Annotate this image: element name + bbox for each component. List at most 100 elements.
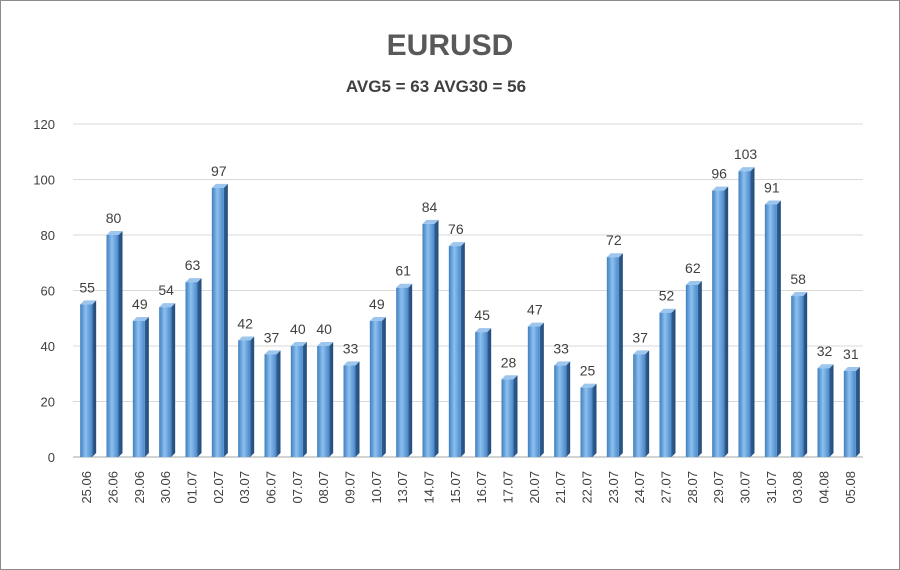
bar: [738, 167, 755, 458]
bar: [475, 328, 492, 457]
data-label: 37: [264, 329, 280, 345]
x-tick-label: 05.08: [843, 471, 858, 504]
data-label: 40: [316, 321, 332, 337]
bar: [422, 219, 439, 457]
data-label: 63: [185, 257, 201, 273]
data-label: 42: [237, 315, 253, 331]
data-label: 76: [448, 221, 464, 237]
x-tick-label: 28.07: [685, 471, 700, 504]
data-label: 28: [501, 354, 517, 370]
x-tick-label: 31.07: [764, 471, 779, 504]
bar: [238, 336, 255, 457]
bars: [80, 167, 860, 458]
bar: [554, 361, 571, 457]
bar: [132, 317, 149, 457]
x-tick-label: 23.07: [606, 471, 621, 504]
x-tick-label: 30.07: [738, 471, 753, 504]
bar: [80, 300, 97, 457]
y-tick-label: 100: [33, 173, 55, 188]
bar: [712, 186, 729, 457]
x-tick-label: 15.07: [448, 471, 463, 504]
bar: [369, 317, 386, 457]
y-tick-label: 120: [33, 117, 55, 132]
bar: [501, 375, 518, 457]
x-tick-label: 13.07: [395, 471, 410, 504]
x-tick-label: 30.06: [158, 471, 173, 504]
x-tick-label: 07.07: [290, 471, 305, 504]
bar: [764, 200, 781, 457]
bar: [685, 280, 702, 457]
x-tick-label: 16.07: [474, 471, 489, 504]
bar: [659, 308, 676, 457]
bar: [791, 292, 808, 457]
y-tick-label: 20: [41, 395, 55, 410]
x-tick-label: 29.07: [711, 471, 726, 504]
x-tick-label: 25.06: [79, 471, 94, 504]
bar: [264, 350, 281, 457]
y-tick-label: 0: [48, 450, 55, 465]
bar: [448, 242, 465, 457]
bar: [159, 303, 176, 457]
data-label: 49: [132, 296, 148, 312]
data-labels: 55 80 49 54 63 97 42 37 40 40 33 49 61 84 76 45 28 47 33 25…: [79, 146, 858, 378]
x-tick-label: 09.07: [343, 471, 358, 504]
data-label: 54: [158, 282, 174, 298]
bar: [317, 342, 334, 457]
data-label: 33: [343, 340, 359, 356]
bar: [211, 183, 228, 457]
x-tick-label: 03.08: [790, 471, 805, 504]
x-tick-label: 02.07: [211, 471, 226, 504]
data-label: 32: [817, 343, 833, 359]
data-label: 47: [527, 302, 543, 318]
x-tick-label: 01.07: [185, 471, 200, 504]
bar: [343, 361, 360, 457]
x-tick-label: 17.07: [501, 471, 516, 504]
data-label: 33: [553, 340, 569, 356]
x-tick-label: 06.07: [264, 471, 279, 504]
y-tick-label: 40: [41, 339, 55, 354]
x-tick-label: 08.07: [316, 471, 331, 504]
data-label: 25: [580, 363, 596, 379]
x-tick-label: 29.06: [132, 471, 147, 504]
x-tick-label: 03.07: [237, 471, 252, 504]
gridlines: [73, 123, 863, 458]
x-tick-label: 26.06: [106, 471, 121, 504]
data-label: 52: [659, 288, 675, 304]
data-label: 96: [711, 166, 727, 182]
x-tick-label: 04.08: [817, 471, 832, 504]
data-label: 31: [843, 346, 859, 362]
data-label: 58: [790, 271, 806, 287]
y-tick-label: 60: [41, 284, 55, 299]
bar: [106, 231, 123, 457]
x-tick-label: 20.07: [527, 471, 542, 504]
chart-subtitle: AVG5 = 63 AVG30 = 56: [345, 77, 527, 96]
data-label: 72: [606, 232, 622, 248]
x-tick-label: 24.07: [632, 471, 647, 504]
data-label: 49: [369, 296, 385, 312]
bar: [606, 253, 623, 457]
data-label: 61: [395, 263, 411, 279]
y-axis-ticks: 0 20 40 60 80 100 120: [33, 117, 55, 465]
x-tick-label: 22.07: [580, 471, 595, 504]
x-tick-label: 21.07: [553, 471, 568, 504]
x-tick-label: 14.07: [422, 471, 437, 504]
data-label: 80: [106, 210, 122, 226]
data-label: 40: [290, 321, 306, 337]
data-label: 91: [764, 179, 780, 195]
bar: [290, 342, 307, 457]
data-label: 103: [734, 146, 758, 162]
bar: [633, 350, 650, 457]
x-tick-label: 10.07: [369, 471, 384, 504]
x-tick-label: 27.07: [659, 471, 674, 504]
data-label: 55: [79, 279, 95, 295]
data-label: 84: [422, 199, 438, 215]
chart-title: EURUSD: [386, 29, 514, 62]
bar: [843, 366, 860, 457]
y-tick-label: 80: [41, 228, 55, 243]
x-axis-ticks: 25.06 26.06 29.06 30.06 01.07 02.07 03.07 06.07…: [79, 471, 858, 504]
bar: [396, 283, 413, 457]
data-label: 37: [632, 329, 648, 345]
bar: [185, 278, 202, 457]
